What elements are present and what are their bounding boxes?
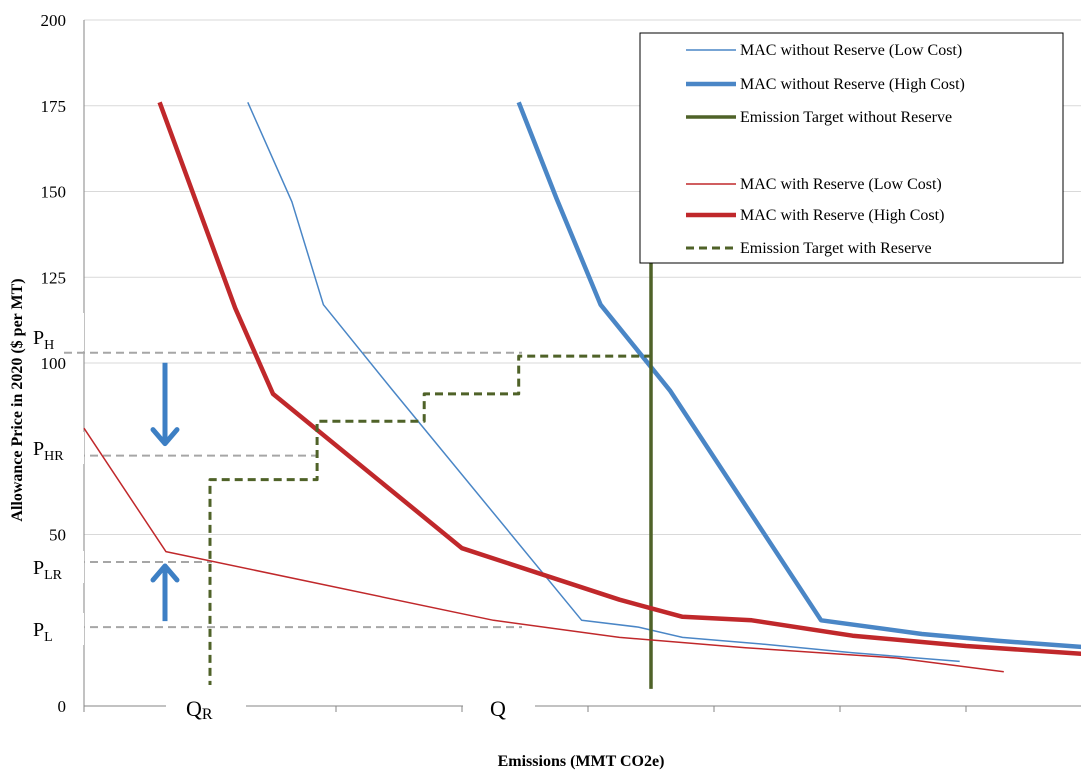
x-axis-title: Emissions (MMT CO2e) [498,753,665,770]
q-r-label: QR [186,696,213,723]
y-tick-label-175: 175 [41,97,67,116]
series-line-4 [83,427,1004,673]
y-tick-label-100: 100 [41,354,67,373]
series-lines [83,101,1081,689]
p-l-label: PL [33,619,53,645]
legend-label-4: MAC with Reserve (Low Cost) [740,176,942,193]
series-line-5 [157,101,1081,657]
legend: MAC without Reserve (Low Cost) MAC withou… [639,32,1064,264]
arrows [150,362,180,622]
gridlines [84,19,1081,535]
p-hr-label: PHR [33,438,64,464]
series-line-1 [247,101,960,663]
legend-box [639,32,1064,264]
series-line-2 [516,101,1081,650]
p-lr-label: PLR [33,557,63,583]
p-h-label-bg [26,313,84,351]
p-l-label-bg [26,613,84,645]
y-axis-title: Allowance Price in 2020 ($ per MT) [9,278,26,521]
legend-label-6: Emission Target with Reserve [740,240,932,257]
arrow-head-1 [150,427,180,447]
y-tick-labels: 0 50 100 125 150 175 200 [41,11,67,716]
legend-label-2: MAC without Reserve (High Cost) [740,76,965,93]
legend-label-3: Emission Target without Reserve [740,109,952,126]
series-line-6 [208,354,651,689]
y-tick-label-0: 0 [58,697,67,716]
arrow-head-2 [150,563,180,583]
reference-lines [64,351,522,629]
y-tick-label-150: 150 [41,183,67,202]
p-h-label: PH [33,327,54,353]
p-lr-label-bg [26,551,84,583]
legend-label-5: MAC with Reserve (High Cost) [740,207,944,224]
q-r-label-bg [166,685,246,725]
y-tick-label-50: 50 [49,526,66,545]
y-tick-label-200: 200 [41,11,67,30]
y-tick-label-125: 125 [41,268,67,287]
p-hr-label-bg [26,432,84,464]
axes [83,20,1081,707]
q-label: Q [490,696,506,721]
legend-label-1: MAC without Reserve (Low Cost) [740,42,962,59]
q-label-bg [463,685,535,725]
